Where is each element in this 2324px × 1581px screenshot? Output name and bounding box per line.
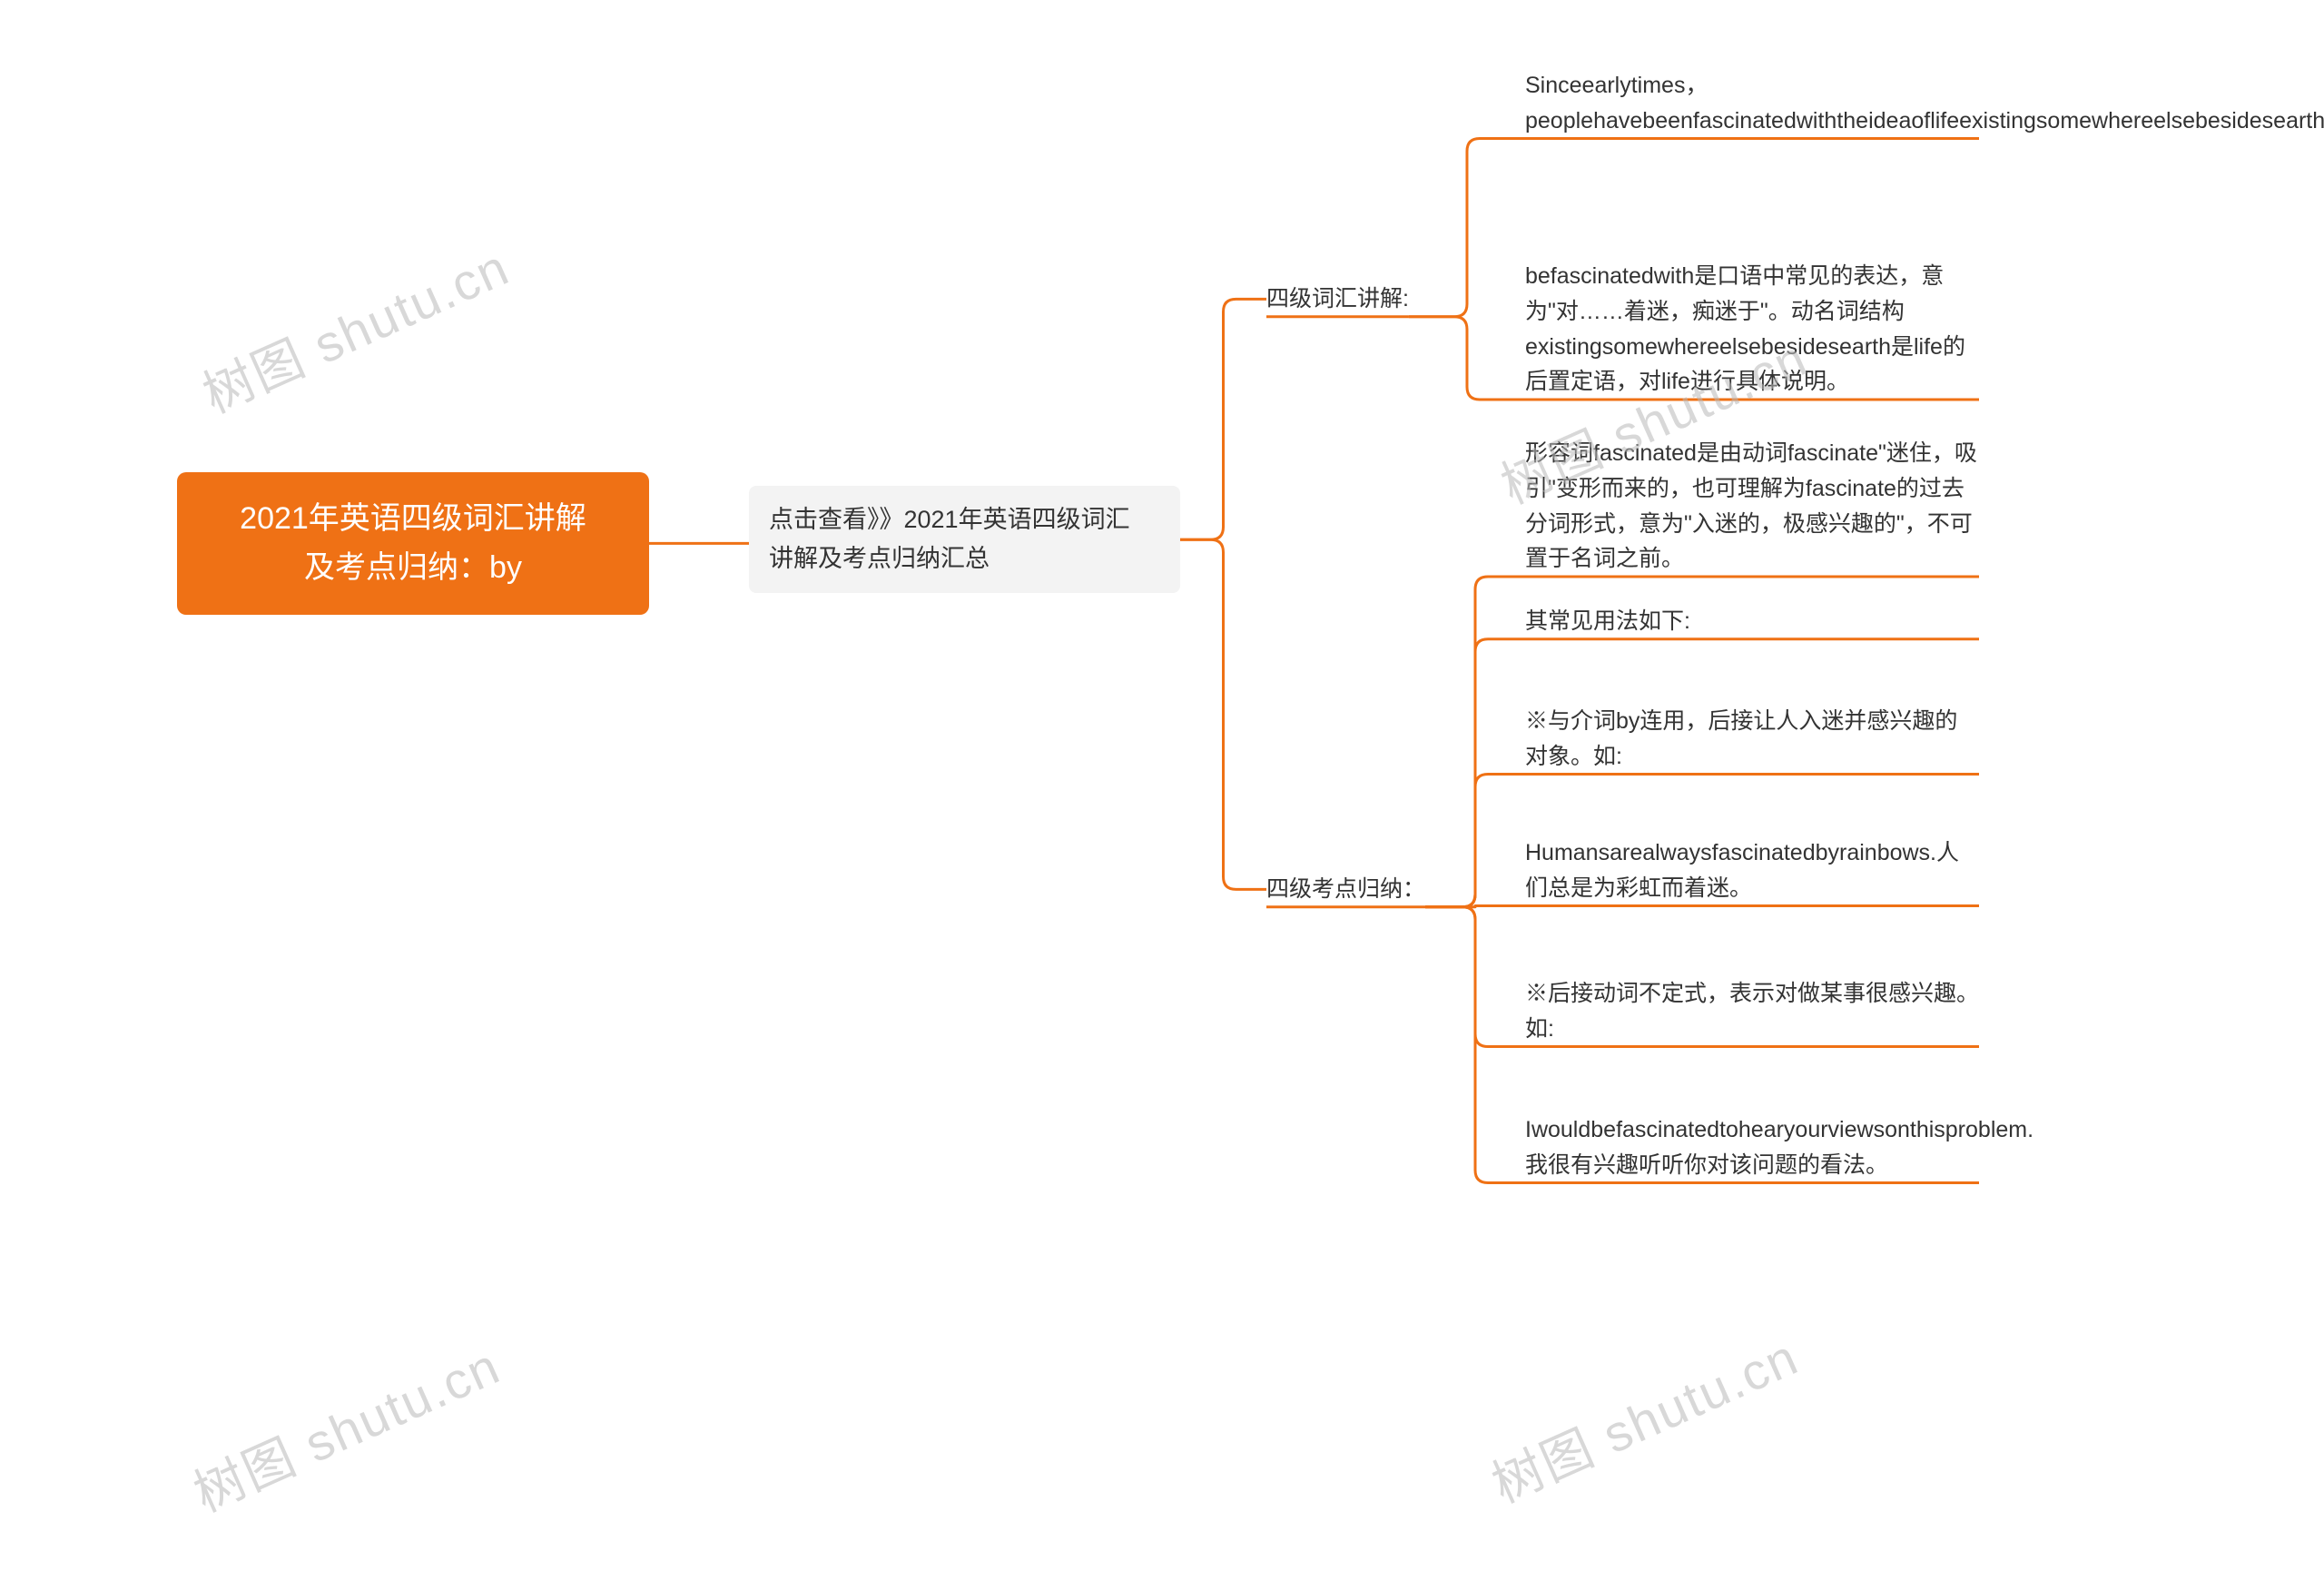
leaf-b-2: ※与介词by连用，后接让人入迷并感兴趣的对象。如:	[1525, 704, 1979, 775]
root-line2: 及考点归纳：by	[213, 543, 613, 592]
level1-node: 点击查看》》2021年英语四级词汇 讲解及考点归纳汇总	[749, 486, 1180, 593]
leaf-a-1: befascinatedwith是口语中常见的表达，意为"对……着迷，痴迷于"。…	[1525, 259, 1979, 400]
leaf-a-0: Sinceearlytimes，peoplehavebeenfascinated…	[1525, 68, 1979, 139]
leaf-b-1: 其常见用法如下:	[1525, 604, 1979, 639]
branch-a-label: 四级词汇讲解:	[1266, 282, 1409, 317]
watermark: 树图 shutu.cn	[181, 1326, 510, 1527]
level1-line1: 点击查看》》2021年英语四级词汇	[769, 500, 1160, 539]
leaf-b-5: Iwouldbefascinatedtohearyourviewsonthisp…	[1525, 1112, 1979, 1183]
watermark: 树图 shutu.cn	[190, 227, 519, 428]
connector-layer	[0, 0, 2324, 1581]
level1-line2: 讲解及考点归纳汇总	[769, 539, 1160, 578]
root-node: 2021年英语四级词汇讲解 及考点归纳：by	[177, 472, 649, 615]
leaf-b-4: ※后接动词不定式，表示对做某事很感兴趣。如:	[1525, 976, 1979, 1047]
leaf-b-3: Humansarealwaysfascinatedbyrainbows.人们总是…	[1525, 835, 1979, 906]
root-line1: 2021年英语四级词汇讲解	[213, 494, 613, 543]
leaf-b-0: 形容词fascinated是由动词fascinate"迷住，吸引"变形而来的，也…	[1525, 436, 1979, 577]
watermark: 树图 shutu.cn	[1479, 1317, 1808, 1517]
branch-b-label: 四级考点归纳：	[1266, 872, 1425, 907]
